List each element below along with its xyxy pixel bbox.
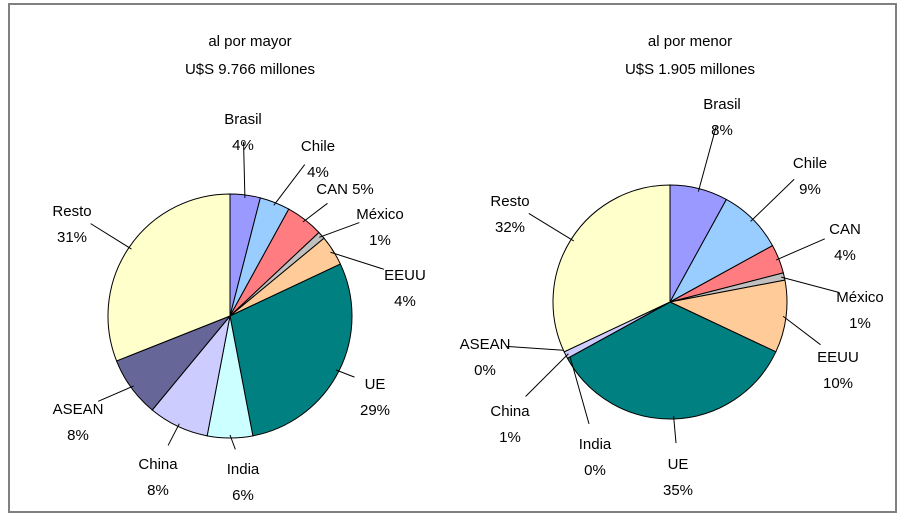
value-label: 4% xyxy=(394,293,416,310)
value-label: 8% xyxy=(711,122,733,139)
leader-line xyxy=(167,423,180,446)
category-label: India xyxy=(227,461,260,478)
value-label: 6% xyxy=(232,487,254,504)
leader-line xyxy=(525,353,569,397)
category-label: ASEAN xyxy=(53,401,104,418)
value-label: 0% xyxy=(584,462,606,479)
category-label: Chile xyxy=(793,155,827,172)
leader-line xyxy=(750,178,795,222)
leader-line xyxy=(330,251,385,270)
leader-line xyxy=(302,202,328,223)
value-label: 1% xyxy=(499,429,521,446)
value-label: 8% xyxy=(67,427,89,444)
chart-subtitle: U$S 9.766 millones xyxy=(185,61,315,78)
leader-line xyxy=(506,345,567,352)
value-label: 4% xyxy=(307,164,329,181)
value-label: 1% xyxy=(369,232,391,249)
value-label: 31% xyxy=(57,229,87,246)
value-label: 5% xyxy=(352,181,374,198)
leader-line xyxy=(273,164,306,206)
category-label: México xyxy=(836,289,884,306)
leader-line xyxy=(528,213,575,242)
leader-line xyxy=(90,223,132,250)
value-label: 1% xyxy=(849,315,871,332)
value-label: 4% xyxy=(834,247,856,264)
category-label: Brasil xyxy=(224,111,262,128)
leader-line xyxy=(781,276,839,293)
category-label: Chile xyxy=(301,138,335,155)
value-label: 29% xyxy=(360,402,390,419)
value-label: 32% xyxy=(495,219,525,236)
category-label: CAN xyxy=(316,181,348,198)
category-label: México xyxy=(356,206,404,223)
value-label: 35% xyxy=(663,482,693,499)
category-label: Resto xyxy=(52,203,91,220)
category-label: EEUU xyxy=(817,349,859,366)
leader-line xyxy=(319,222,360,238)
category-label: China xyxy=(138,456,178,473)
leader-line xyxy=(569,356,590,424)
leader-line xyxy=(782,315,821,346)
value-label: 8% xyxy=(147,482,169,499)
value-label: 10% xyxy=(823,375,853,392)
category-label: China xyxy=(490,403,530,420)
chart-title: al por menor xyxy=(648,33,732,50)
leader-line xyxy=(775,238,826,261)
leader-line xyxy=(243,141,246,198)
category-label: CAN xyxy=(829,221,861,238)
category-label: EEUU xyxy=(384,267,426,284)
pie-slice xyxy=(668,279,788,353)
category-label: UE xyxy=(668,456,689,473)
leader-line xyxy=(335,369,355,378)
value-label: 9% xyxy=(799,181,821,198)
category-label: Brasil xyxy=(703,96,741,113)
category-label: ASEAN xyxy=(460,336,511,353)
leader-line xyxy=(98,385,134,402)
category-label: India xyxy=(579,436,612,453)
chart-subtitle: U$S 1.905 millones xyxy=(625,61,755,78)
slice-label: CAN 5% xyxy=(316,181,374,198)
chart-title: al por mayor xyxy=(208,33,291,50)
leader-line xyxy=(697,126,717,192)
category-label: UE xyxy=(365,376,386,393)
leader-line xyxy=(673,415,677,444)
value-label: 0% xyxy=(474,362,496,379)
value-label: 4% xyxy=(232,137,254,154)
leader-line xyxy=(229,434,236,450)
category-label: Resto xyxy=(490,193,529,210)
